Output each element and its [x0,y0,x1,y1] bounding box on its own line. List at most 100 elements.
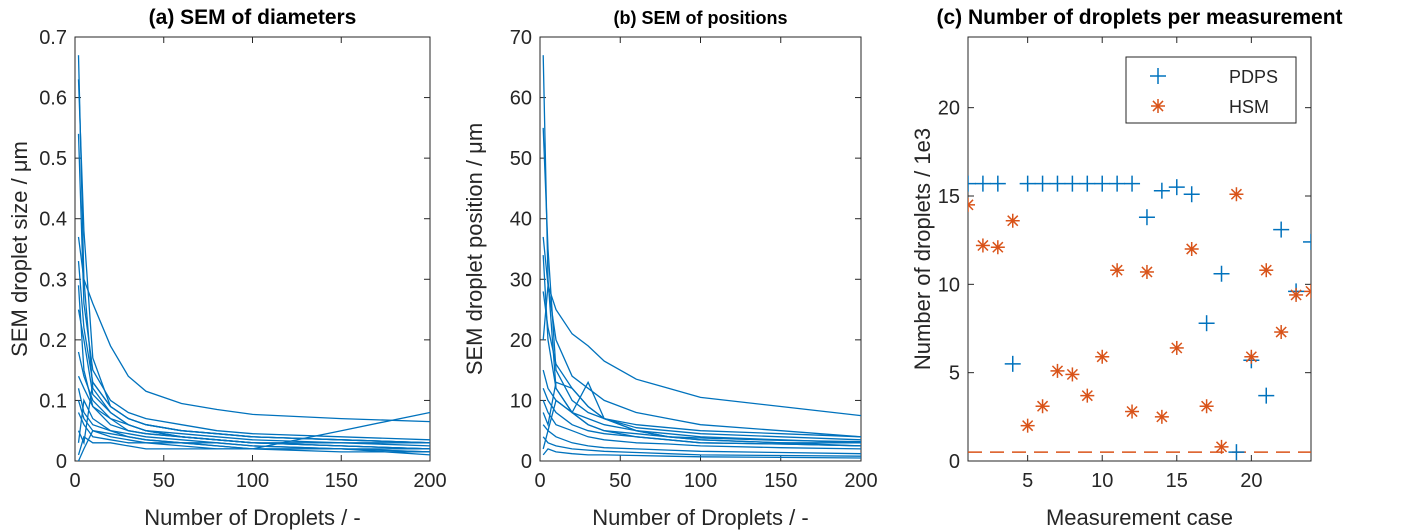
series-line-2 [77,133,430,441]
x-tick-label: 200 [413,470,446,492]
point-hsm [990,240,1005,255]
x-axis-label: Number of Droplets / - [144,505,360,530]
point-hsm [1169,340,1184,355]
plot-marks [542,55,861,459]
series-line-15 [77,398,430,456]
y-tick-label: 0 [521,451,532,473]
series-line-8 [542,400,861,450]
point-pdps [1258,387,1275,404]
y-tick-label: 50 [510,148,532,170]
chart-panel-0: (a) SEM of diameters 0 50 100 150 200 0 0.1 0.2 0… [7,6,447,530]
point-pdps [1049,175,1066,192]
y-tick-label: 0.5 [39,148,67,170]
point-hsm [1259,263,1274,278]
point-hsm [1274,325,1289,340]
y-tick-label: 0.2 [39,330,67,352]
x-tick-label: 0 [534,470,545,492]
y-tick-label: 0 [949,451,960,473]
x-tick-label: 200 [844,470,877,492]
y-tick-label: 70 [510,27,532,49]
y-tick-label: 30 [510,269,532,291]
legend: PDPS HSM [1125,56,1297,124]
point-hsm [1229,187,1244,202]
series-line-12 [542,380,861,450]
point-pdps [1198,315,1215,332]
y-tick-label: 0.4 [39,209,67,231]
point-hsm [1005,213,1020,228]
x-tick-label: 0 [69,470,80,492]
point-hsm [1184,242,1199,256]
chart-panel-2: (c) Number of droplets per measurement 5 1… [910,6,1343,530]
series-line-13 [542,448,861,459]
point-hsm [968,197,975,212]
series-line-11 [542,436,861,457]
y-tick-label: 0.1 [39,390,67,412]
y-tick-label: 15 [938,186,960,208]
legend-marker-hsm [1151,99,1165,113]
x-tick-label: 50 [609,470,631,492]
point-pdps [1228,444,1245,461]
point-pdps [1034,175,1051,192]
chart-title: (a) SEM of diameters [149,6,357,29]
x-tick-label: 20 [1240,470,1262,492]
point-hsm [1065,367,1080,382]
x-tick-label: 5 [1022,470,1033,492]
chart-title: (b) SEM of positions [614,8,788,28]
y-tick-label: 0.6 [39,88,67,110]
series-line-14 [77,411,430,456]
plot-marks [968,175,1311,461]
point-hsm [1304,284,1311,299]
point-pdps [1183,186,1200,203]
y-tick-label: 20 [510,330,532,352]
point-hsm [1289,287,1304,302]
plot-marks [77,55,430,461]
x-tick-label: 100 [684,470,717,492]
legend-label-pdps: PDPS [1229,67,1278,87]
point-pdps [1094,175,1111,192]
point-pdps [1138,209,1155,226]
y-tick-label: 5 [949,363,960,385]
x-axis-label: Number of Droplets / - [592,505,808,530]
point-hsm [1125,404,1140,419]
point-hsm [1020,418,1035,433]
y-tick-label: 10 [510,390,532,412]
point-pdps [1168,179,1185,196]
point-pdps [1303,233,1311,250]
point-pdps [1124,175,1141,192]
y-tick-label: 0 [56,451,67,473]
point-pdps [1273,221,1290,238]
point-pdps [1004,355,1021,372]
y-axis-label: SEM droplet position / μm [462,123,487,375]
point-hsm [975,238,990,253]
point-pdps [1079,175,1096,192]
y-tick-label: 10 [938,274,960,296]
x-axis-label: Measurement case [1046,505,1233,530]
y-tick-label: 0.3 [39,269,67,291]
point-pdps [1109,175,1126,192]
legend-label-hsm: HSM [1229,97,1269,117]
point-pdps [1213,265,1230,282]
plot-area [539,36,862,462]
y-tick-label: 40 [510,209,532,231]
point-hsm [1110,263,1125,278]
point-hsm [1035,399,1050,414]
point-hsm [1199,399,1214,414]
point-pdps [974,175,991,192]
point-hsm [1080,388,1095,403]
y-tick-label: 60 [510,88,532,110]
point-pdps [968,175,976,192]
series-line-2 [542,236,861,417]
x-tick-label: 10 [1091,470,1113,492]
chart-title: (c) Number of droplets per measurement [936,6,1342,29]
series-line-12 [77,380,430,446]
series-line-3 [77,236,430,423]
series-line-13 [77,429,430,461]
x-tick-label: 50 [153,470,175,492]
x-tick-label: 150 [325,470,358,492]
point-hsm [1244,349,1259,364]
y-tick-label: 20 [938,98,960,120]
x-tick-label: 15 [1166,470,1188,492]
legend-marker-pdps [1150,68,1166,84]
point-hsm [1050,363,1065,378]
